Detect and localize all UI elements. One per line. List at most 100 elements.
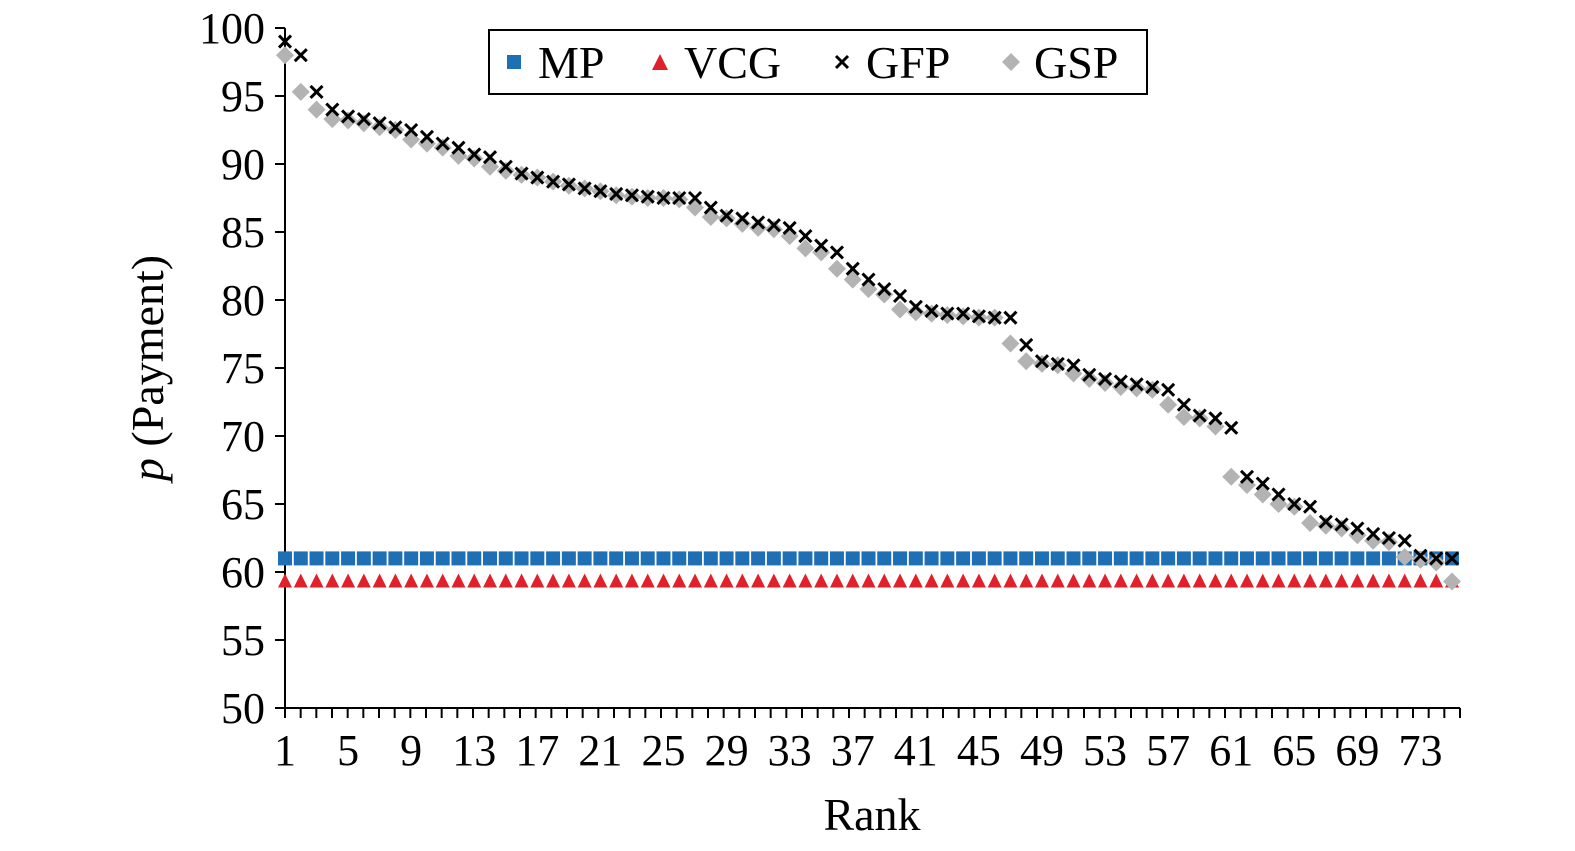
point-vcg [1397, 573, 1412, 588]
y-tick-label: 50 [221, 684, 265, 733]
point-gfp [467, 147, 482, 162]
point-gsp [1411, 550, 1430, 569]
x-tick-label: 25 [641, 726, 685, 775]
point-vcg [688, 573, 703, 588]
point-gfp [1381, 530, 1396, 546]
point-gfp [609, 186, 624, 201]
x-tick-label: 53 [1083, 726, 1127, 775]
series-gfp [277, 34, 1460, 566]
x-tick-label: 69 [1335, 726, 1379, 775]
point-vcg [577, 573, 592, 588]
x-tick-label: 9 [400, 726, 422, 775]
point-gfp [1003, 310, 1018, 325]
point-vcg [877, 573, 892, 588]
point-gsp [1190, 409, 1209, 428]
point-gfp [656, 190, 671, 206]
point-gfp [561, 177, 576, 192]
point-gsp [1080, 369, 1099, 388]
point-vcg [1050, 573, 1065, 588]
point-gsp [1222, 467, 1241, 486]
point-gsp [1127, 379, 1146, 398]
point-vcg [483, 573, 498, 588]
point-gsp [354, 114, 373, 133]
point-gfp [419, 129, 434, 144]
legend-marker-mp [507, 55, 521, 69]
point-gfp [735, 211, 750, 226]
x-tick-label: 65 [1272, 726, 1316, 775]
point-gfp [782, 220, 797, 235]
point-vcg [656, 573, 671, 588]
x-tick-label: 13 [452, 726, 496, 775]
point-gsp [417, 134, 436, 153]
point-mp [451, 551, 466, 566]
point-gsp [339, 111, 358, 130]
y-tick-label: 80 [221, 276, 265, 325]
point-vcg [593, 573, 608, 588]
point-mp [435, 551, 450, 566]
point-gfp [1161, 382, 1176, 397]
x-tick-label: 57 [1146, 726, 1190, 775]
point-mp [1208, 551, 1223, 566]
point-gsp [1316, 516, 1335, 535]
point-vcg [624, 573, 639, 588]
point-gfp [798, 229, 813, 244]
point-gfp [530, 170, 545, 185]
point-vcg [1318, 573, 1333, 588]
point-vcg [1208, 573, 1223, 588]
point-gfp [404, 122, 419, 138]
point-gfp [1429, 551, 1444, 566]
point-vcg [672, 573, 687, 588]
y-tick-label: 65 [221, 480, 265, 529]
point-vcg [751, 573, 766, 588]
series-vcg [278, 573, 1459, 588]
point-mp [498, 551, 513, 566]
point-mp [861, 551, 876, 566]
point-vcg [530, 573, 545, 588]
y-axis-title-symbol: p [122, 458, 173, 484]
point-vcg [1224, 573, 1239, 588]
point-gfp [1366, 526, 1381, 541]
point-mp [1287, 551, 1302, 566]
point-gsp [1364, 531, 1383, 550]
point-vcg [451, 573, 466, 588]
point-gfp [514, 166, 529, 181]
y-tick-label: 100 [199, 4, 265, 53]
point-gsp [733, 214, 752, 233]
point-vcg [782, 573, 797, 588]
legend-label-gfp: GFP [866, 37, 950, 88]
point-mp [719, 551, 734, 566]
point-gfp [1019, 337, 1034, 352]
point-gfp [372, 116, 387, 131]
point-gfp [1287, 496, 1302, 512]
point-gfp [482, 150, 498, 165]
point-mp [1239, 551, 1254, 566]
point-gsp [717, 209, 736, 228]
y-axis-title: p (Payment) [122, 255, 173, 484]
point-gsp [1285, 497, 1304, 516]
point-gsp [1017, 352, 1036, 371]
point-mp [782, 551, 797, 566]
point-gfp [1334, 517, 1349, 532]
point-vcg [908, 573, 923, 588]
series-gsp [276, 46, 1461, 591]
y-axis-title-text: (Payment) [122, 255, 173, 458]
y-tick-label: 90 [221, 140, 265, 189]
point-gfp [435, 136, 450, 151]
point-gsp [433, 138, 452, 157]
point-gfp [971, 309, 986, 324]
point-vcg [341, 573, 356, 588]
point-gfp [1271, 487, 1286, 502]
point-gsp [1348, 526, 1367, 545]
point-vcg [1429, 573, 1444, 588]
point-vcg [372, 573, 387, 588]
point-mp [577, 551, 592, 566]
point-gfp [356, 112, 371, 127]
point-gfp [1444, 551, 1460, 566]
point-vcg [956, 573, 971, 588]
point-gfp [845, 261, 860, 276]
point-gfp [956, 306, 971, 321]
y-tick-label: 70 [221, 412, 265, 461]
point-mp [1350, 551, 1365, 566]
point-gfp [1129, 377, 1144, 392]
point-vcg [719, 573, 734, 588]
